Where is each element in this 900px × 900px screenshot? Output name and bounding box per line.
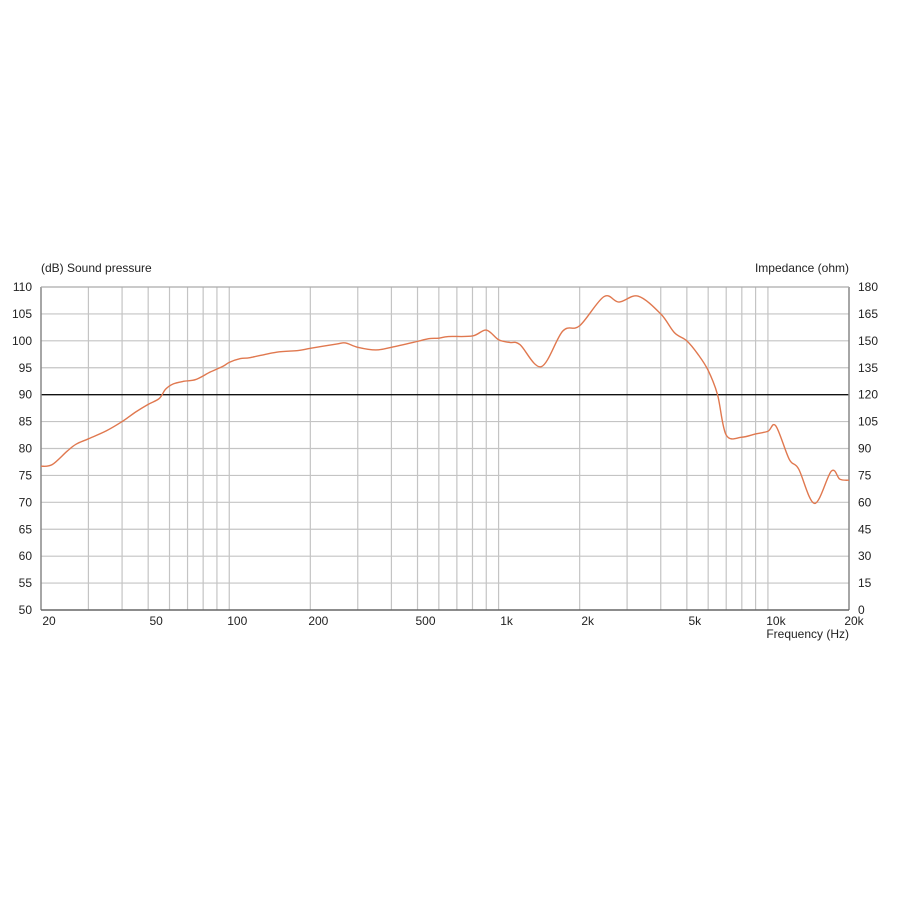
y2-tick-label: 30 bbox=[858, 549, 872, 563]
sound-pressure-curve bbox=[40, 295, 850, 505]
x-tick-label: 20 bbox=[42, 614, 56, 628]
x-tick-label: 10k bbox=[766, 614, 786, 628]
y-tick-label: 70 bbox=[19, 495, 33, 509]
y-tick-label: 105 bbox=[12, 307, 32, 321]
y2-tick-label: 120 bbox=[858, 388, 878, 402]
y2-tick-label: 165 bbox=[858, 307, 878, 321]
y2-tick-label: 60 bbox=[858, 495, 872, 509]
y-tick-label: 95 bbox=[19, 361, 33, 375]
x-tick-label: 500 bbox=[415, 614, 435, 628]
y-tick-label: 85 bbox=[19, 415, 33, 429]
x-tick-label: 5k bbox=[689, 614, 703, 628]
y-tick-label: 65 bbox=[19, 522, 33, 536]
y2-tick-label: 150 bbox=[858, 334, 878, 348]
x-tick-label: 2k bbox=[581, 614, 595, 628]
x-tick-label: 100 bbox=[227, 614, 247, 628]
x-tick-label: 50 bbox=[149, 614, 163, 628]
y2-tick-label: 0 bbox=[858, 603, 865, 617]
y2-tick-label: 75 bbox=[858, 468, 872, 482]
y-tick-label: 55 bbox=[19, 576, 33, 590]
right-axis-label: Impedance (ohm) bbox=[755, 261, 849, 275]
y-tick-label: 90 bbox=[19, 388, 33, 402]
x-tick-label: 1k bbox=[500, 614, 514, 628]
y2-tick-label: 90 bbox=[858, 442, 872, 456]
y-tick-label: 50 bbox=[19, 603, 33, 617]
grid bbox=[40, 286, 850, 611]
y2-tick-label: 105 bbox=[858, 415, 878, 429]
y-tick-label: 60 bbox=[19, 549, 33, 563]
y-tick-label: 80 bbox=[19, 442, 33, 456]
left-axis-label: (dB) Sound pressure bbox=[41, 261, 152, 275]
series-group bbox=[40, 295, 850, 505]
x-axis-label: Frequency (Hz) bbox=[766, 627, 849, 641]
y2-tick-label: 15 bbox=[858, 576, 872, 590]
y-tick-label: 110 bbox=[13, 280, 32, 294]
y-tick-label: 100 bbox=[12, 334, 32, 348]
y2-tick-label: 135 bbox=[858, 361, 878, 375]
y-tick-label: 75 bbox=[19, 468, 33, 482]
y2-tick-label: 45 bbox=[858, 522, 872, 536]
x-tick-label: 20k bbox=[844, 614, 864, 628]
y2-tick-label: 180 bbox=[858, 280, 878, 294]
x-tick-label: 200 bbox=[308, 614, 328, 628]
